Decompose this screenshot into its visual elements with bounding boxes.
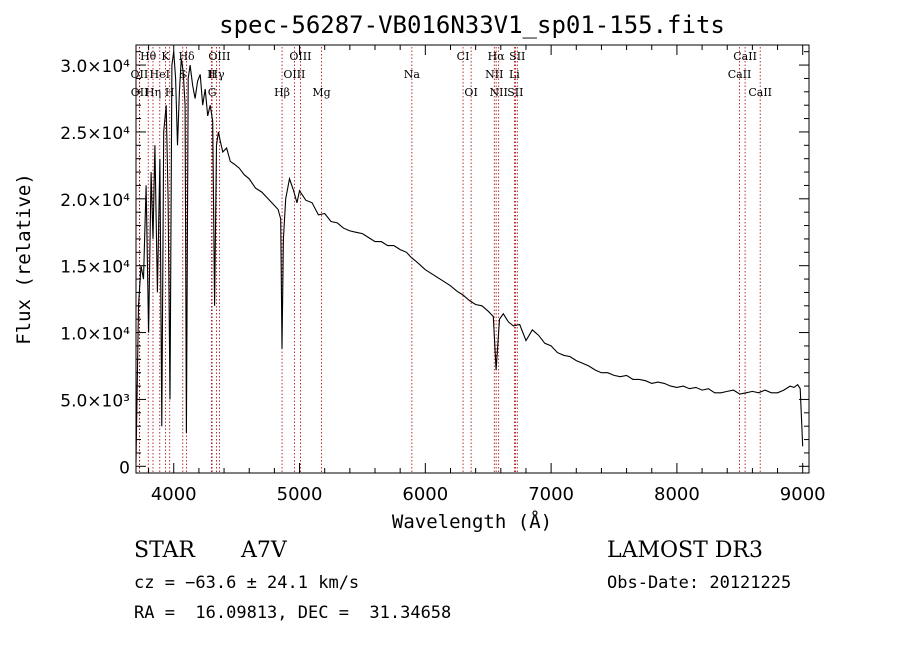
marker-label-10: HeI (150, 68, 170, 81)
marker-label-15: Na (404, 68, 421, 81)
observation-date: Obs-Date: 20121225 (607, 573, 792, 593)
spectrum-line (135, 51, 804, 463)
survey-name: LAMOST DR3 (607, 538, 763, 563)
y-tick-label-1: 5.0×10³ (60, 391, 130, 411)
x-axis-ticks: 4000 5000 6000 7000 8000 9000 (148, 45, 826, 505)
marker-label-17: Li (509, 68, 520, 81)
marker-label-18: CaII (728, 68, 752, 81)
x-tick-label-3: 7000 (528, 484, 574, 505)
marker-label-2: Hδ (178, 50, 195, 63)
x-tick-label-4: 8000 (654, 484, 700, 505)
x-tick-label-0: 4000 (151, 484, 197, 505)
marker-label-20: Hη (145, 86, 161, 99)
redshift-line: cz = −63.6 ± 24.1 km/s (134, 573, 360, 593)
marker-label-12: II (207, 68, 216, 81)
marker-label-21: H (165, 86, 175, 99)
y-axis-ticks: 0 5.0×10³ 1.0×10⁴ 1.5×10⁴ 2.0×10⁴ 2.5×10⁴ 3.0×… (60, 51, 809, 478)
marker-label-13: Hγ (208, 68, 225, 81)
coordinates-line: RA = 16.09813, DEC = 31.34658 (134, 603, 452, 623)
marker-label-14: OIII (283, 68, 305, 81)
y-tick-label-3: 1.5×10⁴ (60, 258, 130, 278)
marker-label-4: OIII (289, 50, 311, 63)
marker-label-7: SII (509, 50, 525, 63)
marker-label-28: CaII (748, 86, 772, 99)
marker-label-8: CaII (733, 50, 757, 63)
y-tick-label-5: 2.5×10⁴ (60, 124, 130, 144)
x-tick-label-5: 9000 (780, 484, 826, 505)
marker-label-23: Hβ (274, 86, 290, 99)
y-axis-label: Flux (relative) (13, 173, 35, 345)
marker-label-9: OII (131, 68, 149, 81)
y-tick-label-4: 2.0×10⁴ (60, 191, 130, 211)
marker-label-3: OIII (208, 50, 230, 63)
marker-label-1: K (161, 50, 170, 63)
marker-label-26: NII (490, 86, 508, 99)
marker-label-16: NII (485, 68, 503, 81)
x-tick-label-1: 5000 (277, 484, 323, 505)
line-marker-lines (138, 47, 761, 473)
marker-label-19: OII (131, 86, 149, 99)
chart-title: spec-56287-VB016N33V1_sp01-155.fits (219, 11, 725, 39)
marker-label-24: Mg (312, 86, 330, 99)
x-tick-label-2: 6000 (402, 484, 448, 505)
x-axis-label: Wavelength (Å) (392, 510, 552, 533)
spectral-subclass: A7V (241, 538, 287, 563)
marker-label-6: Hα (488, 50, 506, 63)
marker-label-22: G (208, 86, 217, 99)
y-tick-label-0: 0 (119, 458, 130, 478)
marker-label-25: OI (464, 86, 477, 99)
marker-label-27: SII (507, 86, 523, 99)
marker-label-11: S (179, 68, 187, 81)
object-type: STAR (134, 538, 195, 563)
y-tick-label-2: 1.0×10⁴ (60, 325, 130, 345)
plot-frame (135, 44, 810, 474)
marker-label-5: CI (457, 50, 470, 63)
marker-label-0: Hθ (140, 50, 157, 63)
y-tick-label-6: 3.0×10⁴ (60, 57, 130, 77)
